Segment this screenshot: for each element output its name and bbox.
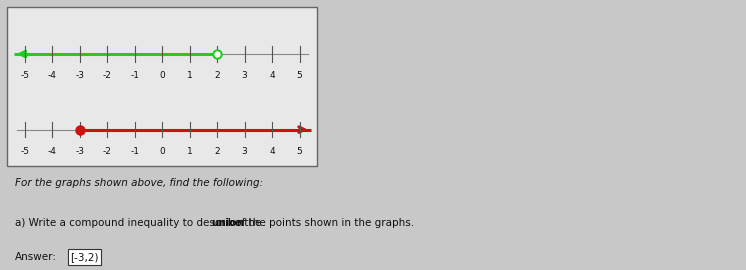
Text: [-3,2): [-3,2) bbox=[70, 252, 98, 262]
Text: 0: 0 bbox=[160, 71, 165, 80]
Text: 4: 4 bbox=[269, 147, 275, 156]
Text: -2: -2 bbox=[103, 147, 112, 156]
Text: 3: 3 bbox=[242, 71, 248, 80]
Text: 5: 5 bbox=[297, 71, 302, 80]
Text: a) Write a compound inequality to describe the: a) Write a compound inequality to descri… bbox=[15, 218, 265, 228]
Text: 4: 4 bbox=[269, 71, 275, 80]
Text: For the graphs shown above, find the following:: For the graphs shown above, find the fol… bbox=[15, 178, 263, 188]
Text: -4: -4 bbox=[48, 71, 57, 80]
Text: -1: -1 bbox=[131, 71, 140, 80]
Text: Answer:: Answer: bbox=[15, 252, 57, 262]
Text: -4: -4 bbox=[48, 147, 57, 156]
Text: -2: -2 bbox=[103, 71, 112, 80]
Text: -1: -1 bbox=[131, 147, 140, 156]
Text: -3: -3 bbox=[75, 71, 84, 80]
Text: union: union bbox=[211, 218, 244, 228]
Text: 1: 1 bbox=[186, 147, 192, 156]
Text: -3: -3 bbox=[75, 147, 84, 156]
Text: 5: 5 bbox=[297, 147, 302, 156]
Text: -5: -5 bbox=[20, 71, 29, 80]
Text: 0: 0 bbox=[160, 147, 165, 156]
Text: of the points shown in the graphs.: of the points shown in the graphs. bbox=[232, 218, 414, 228]
Text: 3: 3 bbox=[242, 147, 248, 156]
Text: -5: -5 bbox=[20, 147, 29, 156]
Text: 1: 1 bbox=[186, 71, 192, 80]
Text: 2: 2 bbox=[214, 71, 220, 80]
Text: 2: 2 bbox=[214, 147, 220, 156]
